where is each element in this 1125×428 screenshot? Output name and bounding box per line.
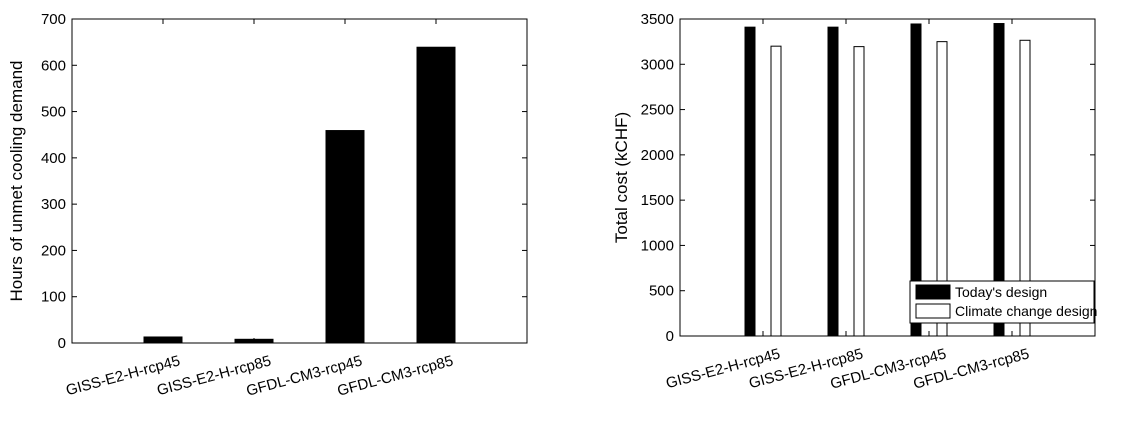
bar-climate-change-design: [936, 41, 948, 337]
y-tick-label: 2000: [641, 147, 674, 164]
y-tick-label: 3500: [641, 11, 674, 28]
plot-frame: [679, 18, 1096, 337]
y-tick-label: 500: [41, 104, 66, 121]
bar-todays-design: [993, 23, 1005, 337]
y-tick-label: 1000: [641, 237, 674, 254]
y-tick-label: 600: [41, 57, 66, 74]
y-tick-label: 200: [41, 242, 66, 259]
y-tick-label: 300: [41, 196, 66, 213]
legend-label: Today's design: [955, 284, 1047, 300]
legend-swatch: [915, 303, 951, 319]
y-tick-label: 700: [41, 11, 66, 28]
bar-climate-change-design: [853, 46, 865, 337]
plot-frame: [71, 18, 528, 344]
bar: [325, 130, 365, 344]
y-tick-label: 400: [41, 150, 66, 167]
y-tick-label: 100: [41, 289, 66, 306]
legend: Today's design Climate change design: [909, 280, 1097, 324]
legend-label: Climate change design: [955, 303, 1097, 319]
bar-todays-design: [827, 26, 839, 337]
y-axis-label: Total cost (kCHF): [612, 112, 631, 243]
y-tick-label: 3000: [641, 56, 674, 73]
bar: [416, 46, 456, 344]
legend-swatch: [915, 284, 951, 300]
y-tick-label: 0: [666, 328, 674, 345]
unmet-cooling-chart: 0 100 200 300 400 500 600 700 Hours of unmet coo…: [7, 11, 528, 400]
y-tick-label: 0: [58, 335, 66, 352]
y-axis-label: Hours of unmet cooling demand: [7, 61, 26, 302]
y-tick-label: 2500: [641, 102, 674, 119]
bar-climate-change-design: [770, 45, 782, 337]
y-tick-label: 1500: [641, 192, 674, 209]
bar-climate-change-design: [1019, 39, 1031, 337]
bar-todays-design: [910, 23, 922, 337]
total-cost-chart: 0 500 1000 1500 2000 2500 3000 3500 Total cost (…: [612, 11, 1097, 393]
y-tick-label: 500: [649, 283, 674, 300]
bar-todays-design: [744, 26, 756, 337]
